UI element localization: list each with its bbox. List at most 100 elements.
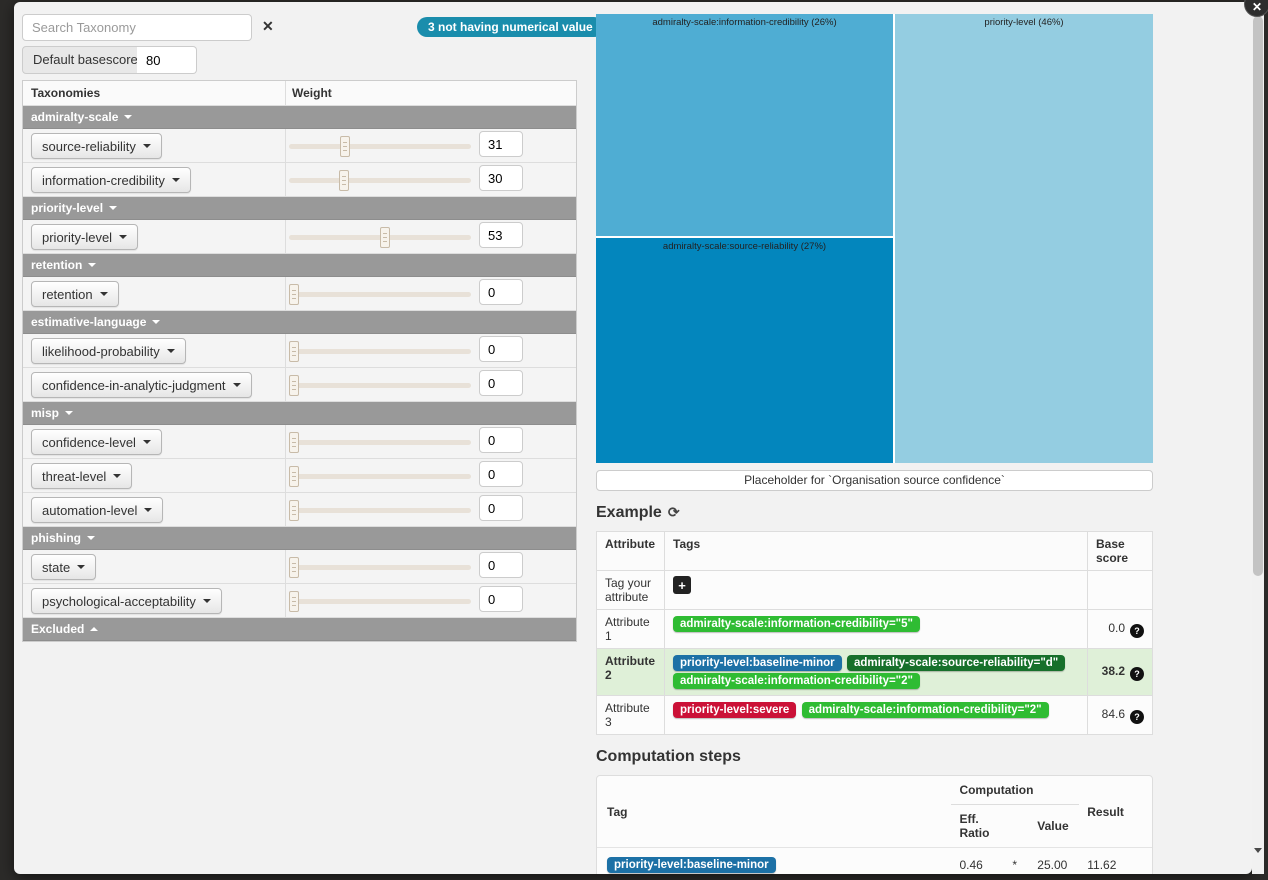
taxonomies-column-header: Taxonomies [23, 81, 286, 105]
taxonomy-group-admiralty-scale[interactable]: admiralty-scale [23, 106, 576, 129]
weight-cell [286, 493, 576, 526]
slider-handle[interactable] [289, 375, 299, 396]
computation-row: priority-level:baseline-minor 0.46 * 25.00 1… [597, 847, 1152, 874]
psychological-acceptability-dropdown-button[interactable]: psychological-acceptability [31, 588, 222, 614]
taxonomy-name-cell: psychological-acceptability [23, 584, 286, 617]
attribute-label: Attribute 1 [596, 609, 665, 649]
retention-dropdown-button[interactable]: retention [31, 281, 119, 307]
taxonomy-group-retention[interactable]: retention [23, 254, 576, 277]
eff-ratio-value: 0.46 [951, 847, 1005, 874]
information-credibility-dropdown-button[interactable]: information-credibility [31, 167, 191, 193]
information-credibility-weight-slider[interactable] [289, 170, 471, 191]
treemap-block-priority-level: priority-level (46%) [895, 14, 1153, 463]
search-input[interactable] [22, 14, 252, 41]
priority-level-dropdown-button[interactable]: priority-level [31, 224, 139, 250]
taxonomy-name-cell: source-reliability [23, 129, 286, 162]
slider-handle[interactable] [289, 341, 299, 362]
taxonomy-group-phishing[interactable]: phishing [23, 527, 576, 550]
automation-level-weight-slider[interactable] [289, 500, 471, 521]
likelihood-probability-dropdown-button[interactable]: likelihood-probability [31, 338, 186, 364]
priority-level-weight-slider[interactable] [289, 227, 471, 248]
priority-level-weight-input[interactable] [479, 222, 523, 248]
visualisation-panel: admiralty-scale:information-credibility … [596, 14, 1153, 874]
state-weight-input[interactable] [479, 552, 523, 578]
score-info-icon[interactable]: ? [1130, 709, 1144, 724]
tags-column-header: Tags [664, 531, 1088, 571]
threat-level-weight-slider[interactable] [289, 466, 471, 487]
confidence-in-analytic-judgment-dropdown-button[interactable]: confidence-in-analytic-judgment [31, 372, 252, 398]
taxonomy-group-misp[interactable]: misp [23, 402, 576, 425]
weight-cell [286, 129, 576, 162]
vertical-scrollbar[interactable] [1252, 0, 1264, 874]
dropdown-label: automation-level [42, 502, 138, 518]
automation-level-dropdown-button[interactable]: automation-level [31, 497, 164, 523]
confidence-level-dropdown-button[interactable]: confidence-level [31, 429, 162, 455]
tag-pill: admiralty-scale:information-credibility=… [801, 702, 1049, 718]
value-column-header: Value [1037, 819, 1069, 833]
tags-cell: priority-level:severe admiralty-scale:in… [664, 695, 1088, 735]
psychological-acceptability-weight-input[interactable] [479, 586, 523, 612]
taxonomy-group-priority-level[interactable]: priority-level [23, 197, 576, 220]
source-reliability-weight-input[interactable] [479, 131, 523, 157]
taxonomy-name-cell: threat-level [23, 459, 286, 492]
information-credibility-weight-input[interactable] [479, 165, 523, 191]
example-table: Attribute Tags Base score Tag your attri… [596, 531, 1153, 735]
slider-handle[interactable] [289, 557, 299, 578]
default-basescore-input[interactable] [137, 46, 197, 74]
retention-weight-input[interactable] [479, 279, 523, 305]
dropdown-label: psychological-acceptability [42, 593, 196, 609]
slider-handle[interactable] [338, 170, 349, 191]
refresh-icon[interactable]: ⟳ [667, 504, 680, 520]
scrollbar-down-arrow-icon[interactable] [1252, 843, 1264, 857]
chevron-up-icon [90, 627, 99, 631]
retention-weight-slider[interactable] [289, 284, 471, 305]
confidence-in-analytic-judgment-weight-slider[interactable] [289, 375, 471, 396]
chevron-down-icon [113, 474, 122, 478]
slider-handle[interactable] [380, 227, 391, 248]
slider-handle[interactable] [289, 591, 299, 612]
confidence-in-analytic-judgment-weight-input[interactable] [479, 370, 523, 396]
slider-handle[interactable] [289, 500, 299, 521]
taxonomy-name-cell: confidence-level [23, 425, 286, 458]
confidence-level-weight-slider[interactable] [289, 432, 471, 453]
computation-table-panel: Tag Computation Result Eff. Ratio Value … [596, 775, 1153, 874]
tag-pill: priority-level:severe [673, 702, 797, 718]
taxonomy-group-estimative-language[interactable]: estimative-language [23, 311, 576, 334]
likelihood-probability-weight-slider[interactable] [289, 341, 471, 362]
computation-steps-title: Computation steps [596, 748, 741, 765]
threat-level-weight-input[interactable] [479, 461, 523, 487]
slider-handle[interactable] [289, 466, 299, 487]
slider-handle[interactable] [289, 284, 299, 305]
dropdown-label: threat-level [42, 468, 107, 484]
example-row-tag-your-attribute: Tag your attribute + [596, 570, 1153, 610]
automation-level-weight-input[interactable] [479, 495, 523, 521]
source-reliability-weight-slider[interactable] [289, 136, 471, 157]
likelihood-probability-weight-input[interactable] [479, 336, 523, 362]
threat-level-dropdown-button[interactable]: threat-level [31, 463, 133, 489]
base-score-value: 0.0 [1108, 620, 1125, 635]
state-weight-slider[interactable] [289, 557, 471, 578]
clear-search-icon[interactable]: ✕ [262, 18, 274, 34]
base-score-cell: 0.0? [1087, 609, 1153, 649]
score-info-icon[interactable]: ? [1130, 666, 1144, 681]
base-score-value: 84.6 [1101, 706, 1125, 721]
close-icon[interactable]: ✕ [1244, 0, 1268, 17]
confidence-level-weight-input[interactable] [479, 427, 523, 453]
add-tag-button[interactable]: + [673, 576, 691, 594]
chevron-down-icon [124, 115, 133, 119]
source-reliability-dropdown-button[interactable]: source-reliability [31, 133, 162, 159]
scrollbar-thumb[interactable] [1253, 16, 1263, 576]
taxonomy-group-excluded[interactable]: Excluded [23, 618, 576, 641]
search-row: ✕ 3 not having numerical value [22, 14, 604, 44]
taxonomy-table-body: admiralty-scale source-reliability informa… [23, 106, 576, 641]
psychological-acceptability-weight-slider[interactable] [289, 591, 471, 612]
taxonomy-row-state: state [23, 550, 576, 584]
multiply-operator: * [1004, 847, 1030, 874]
tags-cell: + [664, 570, 1088, 610]
taxonomy-row-priority-level: priority-level [23, 220, 576, 254]
slider-handle[interactable] [289, 432, 299, 453]
score-info-icon[interactable]: ? [1130, 623, 1144, 638]
state-dropdown-button[interactable]: state [31, 554, 97, 580]
slider-handle[interactable] [340, 136, 351, 157]
base-score-cell: 38.2? [1087, 648, 1153, 696]
